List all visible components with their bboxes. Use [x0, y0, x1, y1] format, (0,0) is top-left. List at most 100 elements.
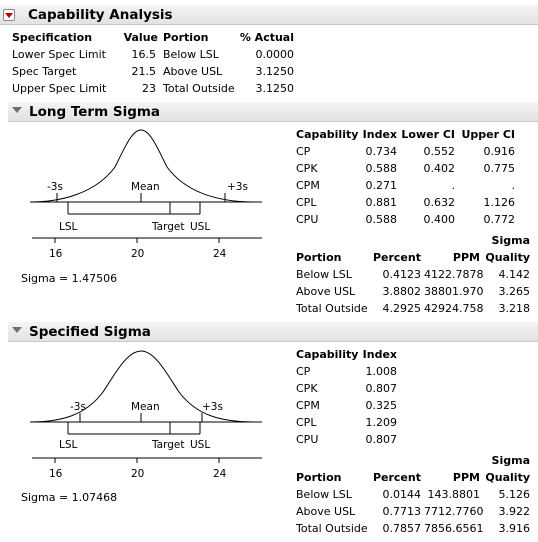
capability-analysis-header[interactable]: Capability Analysis	[0, 5, 538, 25]
portion-cell: Total Outside	[296, 522, 368, 535]
quality-cell: 3.916	[498, 522, 531, 535]
index-cell: 0.807	[365, 382, 398, 395]
ppm-cell: 7712.7760	[424, 505, 484, 518]
capability-cell: CPU	[296, 433, 319, 446]
tick-label: 16	[49, 468, 63, 480]
upper-ci-col-header: Upper CI	[461, 128, 515, 141]
capability-analysis-title: Capability Analysis	[28, 7, 173, 23]
index-cell: 0.807	[365, 433, 398, 446]
actual-cell: 0.0000	[255, 48, 295, 61]
quality-cell: 4.142	[498, 268, 531, 281]
upper-ci-cell: 0.916	[483, 145, 516, 158]
capability-cell: CPM	[296, 179, 320, 192]
portion-col-header: Portion	[296, 251, 342, 264]
tick-label: 24	[213, 248, 227, 260]
value-cell: 21.5	[131, 65, 157, 78]
plus-3s-label: +3s	[202, 401, 223, 413]
specified-sigma-header[interactable]: Specified Sigma	[8, 322, 538, 342]
target-label: Target	[151, 439, 184, 451]
lower-ci-cell: 0.632	[423, 196, 456, 209]
ppm-col-header: PPM	[452, 251, 480, 264]
index-cell: 0.325	[365, 399, 398, 412]
disclosure-triangle-icon[interactable]	[12, 327, 22, 333]
capability-col-header: Capability	[296, 128, 359, 141]
value-col-header: Value	[123, 31, 158, 44]
lower-ci-cell: .	[451, 179, 456, 192]
disclosure-triangle-icon[interactable]	[12, 107, 22, 113]
portion-cell: Below LSL	[296, 488, 352, 501]
index-cell: 0.734	[365, 145, 398, 158]
quality-col-header: Quality	[485, 471, 530, 484]
ppm-cell: 42924.758	[424, 302, 484, 315]
lower-ci-cell: 0.402	[423, 162, 456, 175]
quality-col-header: Quality	[485, 251, 530, 264]
percent-cell: 0.7713	[382, 505, 422, 518]
actual-cell: 3.1250	[255, 65, 295, 78]
sigma-quality-header-top: Sigma	[491, 454, 530, 467]
quality-cell: 3.265	[498, 285, 531, 298]
capability-cell: CPU	[296, 213, 319, 226]
percent-cell: 4.2925	[382, 302, 422, 315]
plus-3s-label: +3s	[227, 181, 248, 193]
spec-cell: Spec Target	[12, 65, 77, 78]
quality-cell: 3.218	[498, 302, 531, 315]
spec-col-header: Specification	[12, 31, 93, 44]
portion-cell: Above USL	[163, 65, 223, 78]
target-label: Target	[151, 221, 184, 233]
normal-curve	[29, 350, 256, 423]
percent-cell: 3.8802	[382, 285, 422, 298]
sigma-quality-header-top: Sigma	[491, 234, 530, 247]
index-cell: 0.588	[365, 213, 398, 226]
upper-ci-cell: 0.775	[483, 162, 516, 175]
ppm-col-header: PPM	[452, 471, 480, 484]
quality-cell: 3.922	[498, 505, 531, 518]
long-term-sigma-header[interactable]: Long Term Sigma	[8, 102, 538, 122]
mean-label: Mean	[131, 181, 160, 193]
portion-cell: Above USL	[296, 505, 356, 518]
quality-cell: 5.126	[498, 488, 531, 501]
tick-label: 24	[213, 468, 227, 480]
tick-label: 16	[49, 248, 63, 260]
mean-label: Mean	[131, 401, 160, 413]
minus-3s-label: -3s	[47, 181, 63, 193]
long-term-distribution-plot: -3s Mean +3s LSL Target USL 16 20 24	[29, 129, 262, 260]
disclosure-triangle-icon[interactable]	[3, 9, 15, 21]
capability-cell: CPK	[296, 382, 318, 395]
long-term-sigma-value: Sigma = 1.47506	[21, 272, 118, 285]
lower-ci-cell: 0.552	[423, 145, 456, 158]
index-cell: 1.209	[365, 416, 398, 429]
long-term-sigma-title: Long Term Sigma	[29, 104, 161, 120]
normal-curve	[29, 129, 256, 203]
tick-label: 20	[131, 468, 144, 480]
index-cell: 1.008	[365, 365, 398, 378]
percent-col-header: Percent	[372, 251, 421, 264]
lsl-label: LSL	[59, 221, 78, 233]
specified-sigma-title: Specified Sigma	[29, 324, 151, 340]
upper-ci-cell: .	[511, 179, 516, 192]
capability-col-header: Capability	[296, 348, 359, 361]
capability-cell: CPL	[296, 416, 317, 429]
portion-cell: Total Outside	[163, 82, 235, 95]
index-cell: 0.881	[365, 196, 398, 209]
capability-cell: CP	[296, 365, 311, 378]
portion-col-header: Portion	[163, 31, 209, 44]
minus-3s-label: -3s	[70, 401, 86, 413]
value-cell: 23	[142, 82, 156, 95]
capability-cell: CP	[296, 145, 311, 158]
actual-cell: 3.1250	[255, 82, 295, 95]
upper-ci-cell: 0.772	[483, 213, 516, 226]
portion-cell: Above USL	[296, 285, 356, 298]
portion-cell: Total Outside	[296, 302, 368, 315]
specified-distribution-plot: -3s Mean +3s LSL Target USL 16 20 24	[29, 350, 262, 480]
lsl-label: LSL	[59, 439, 78, 451]
value-cell: 16.5	[131, 48, 157, 61]
percent-cell: 0.4123	[382, 268, 422, 281]
percent-cell: 0.7857	[382, 522, 422, 535]
index-col-header: Index	[362, 348, 397, 361]
ppm-cell: 4122.7878	[424, 268, 484, 281]
upper-ci-cell: 1.126	[483, 196, 516, 209]
ppm-cell: 7856.6561	[424, 522, 484, 535]
usl-label: USL	[190, 439, 210, 451]
spec-cell: Lower Spec Limit	[12, 48, 106, 61]
capability-cell: CPM	[296, 399, 320, 412]
